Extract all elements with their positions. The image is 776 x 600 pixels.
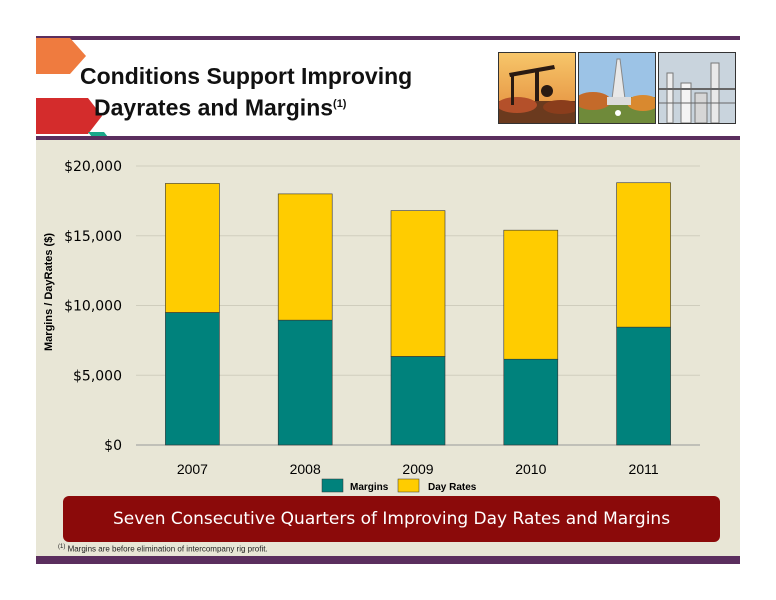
x-tick-label: 2007 xyxy=(177,461,208,477)
x-tick-label: 2008 xyxy=(290,461,321,477)
y-tick-label: $5,000 xyxy=(73,368,122,384)
y-tick-label: $0 xyxy=(104,438,122,454)
orange-arrow-icon xyxy=(36,38,86,74)
x-tick-label: 2010 xyxy=(515,461,546,477)
red-arrow-icon xyxy=(36,98,102,134)
banner-text: Seven Consecutive Quarters of Improving … xyxy=(112,509,671,529)
bottom-accent-bar xyxy=(36,556,740,564)
bar-margins-2009 xyxy=(390,356,446,446)
pumpjack-photo xyxy=(498,52,576,124)
legend-label-margins: Margins xyxy=(350,482,389,493)
title-line-2: Dayrates and Margins(1) xyxy=(80,90,412,122)
bar-margins-2010 xyxy=(503,358,559,446)
top-accent-bar xyxy=(36,36,740,40)
bar-day-rates-2009 xyxy=(390,210,446,357)
bar-day-rates-2010 xyxy=(503,229,559,360)
legend-swatch-margins xyxy=(321,478,344,493)
bar-margins-2008 xyxy=(277,319,333,446)
title-divider-bar xyxy=(36,136,740,140)
title-line-1: Conditions Support Improving xyxy=(80,63,413,89)
footnote-text: Margins are before elimination of interc… xyxy=(65,544,268,554)
x-tick-label: 2009 xyxy=(402,461,433,477)
summary-banner: Seven Consecutive Quarters of Improving … xyxy=(63,496,720,542)
footnote-ref: (1) xyxy=(58,544,66,550)
y-axis-label: Margins / DayRates ($) xyxy=(43,233,55,351)
bar-day-rates-2007 xyxy=(165,183,220,313)
title-line-2-text: Dayrates and Margins xyxy=(94,94,334,121)
bar-day-rates-2011 xyxy=(616,182,671,328)
bar-day-rates-2008 xyxy=(277,193,333,321)
page-title: Conditions Support Improving Dayrates an… xyxy=(80,62,412,122)
gas-plant-photo xyxy=(658,52,736,124)
drilling-rig-photo xyxy=(578,52,656,124)
y-tick-label: $20,000 xyxy=(64,159,122,175)
y-tick-label: $15,000 xyxy=(64,229,122,245)
legend: Margins Day Rates xyxy=(321,478,477,493)
bar-margins-2007 xyxy=(165,312,220,446)
footnote: (1) Margins are before elimination of in… xyxy=(58,544,268,554)
bar-margins-2011 xyxy=(616,326,671,446)
x-tick-label: 2011 xyxy=(629,461,659,477)
legend-swatch-day-rates xyxy=(397,478,420,493)
y-tick-label: $10,000 xyxy=(64,299,122,315)
title-footnote-ref: (1) xyxy=(333,98,347,110)
legend-label-day-rates: Day Rates xyxy=(428,482,477,493)
